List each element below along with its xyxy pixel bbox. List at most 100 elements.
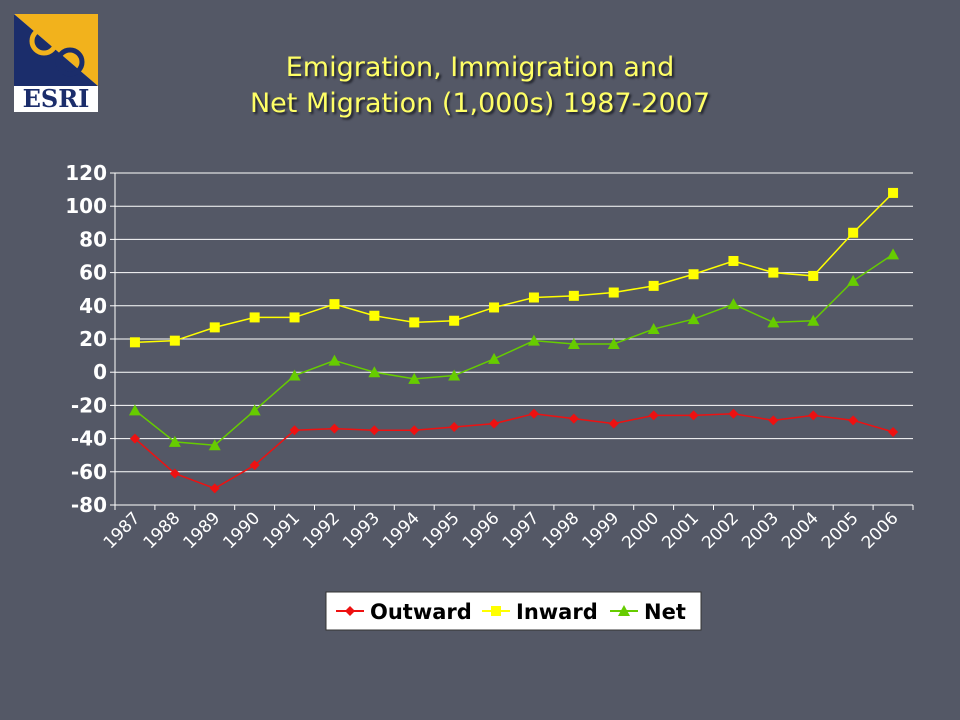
data-point-outward	[688, 410, 699, 421]
data-point-net	[208, 439, 221, 451]
y-tick-label: 60	[79, 261, 107, 285]
data-point-inward	[489, 302, 500, 313]
y-tick-label: -60	[71, 460, 107, 484]
data-point-outward	[369, 425, 380, 436]
series-line-inward	[134, 192, 894, 344]
legend-marker-inward	[491, 606, 501, 616]
data-point-inward	[888, 187, 899, 198]
data-point-inward	[289, 312, 300, 323]
data-point-inward	[409, 317, 420, 328]
legend	[325, 591, 702, 631]
x-tick-label: 1995	[419, 508, 464, 553]
legend-marker-outward	[345, 606, 355, 616]
data-point-inward	[449, 315, 460, 326]
data-point-net	[248, 404, 261, 416]
x-tick-label: 1990	[219, 508, 264, 553]
x-tick-label: 1998	[539, 508, 584, 553]
data-point-outward	[249, 460, 260, 471]
data-point-outward	[848, 415, 859, 426]
series-line-outward	[134, 412, 894, 490]
esri-logo-text: ESRI	[23, 84, 90, 112]
data-point-net	[488, 352, 501, 364]
data-point-inward	[688, 269, 699, 280]
x-tick-label: 2000	[618, 508, 663, 553]
esri-logo: ESRI	[14, 14, 98, 112]
data-point-outward	[888, 426, 899, 437]
data-point-outward	[289, 425, 300, 436]
data-point-inward	[648, 280, 659, 291]
data-point-inward	[808, 270, 819, 281]
data-point-outward	[808, 410, 819, 421]
data-point-outward	[209, 483, 220, 494]
data-point-net	[567, 337, 580, 349]
data-point-inward	[329, 299, 340, 310]
y-tick-label: 100	[65, 194, 107, 218]
chart-title-line-2: Net Migration (1,000s) 1987-2007	[249, 88, 711, 119]
x-tick-label: 2006	[858, 508, 903, 553]
data-point-net	[767, 316, 780, 328]
data-point-inward	[608, 287, 619, 298]
data-point-outward	[329, 423, 340, 434]
data-point-outward	[169, 468, 180, 479]
x-tick-label: 1996	[459, 508, 504, 553]
y-tick-label: -80	[71, 493, 107, 517]
x-tick-label: 1991	[259, 508, 304, 553]
data-point-net	[847, 274, 860, 286]
data-point-net	[647, 323, 660, 335]
data-point-net	[807, 314, 820, 326]
data-point-outward	[409, 425, 420, 436]
data-point-net	[408, 372, 421, 384]
data-point-net	[527, 334, 540, 346]
x-tick-label: 2005	[818, 508, 863, 553]
x-tick-label: 1992	[299, 508, 344, 553]
data-point-outward	[768, 415, 779, 426]
data-point-net	[128, 404, 141, 416]
data-point-inward	[728, 255, 739, 266]
x-tick-label: 2003	[738, 508, 783, 553]
data-point-outward	[489, 418, 500, 429]
data-point-outward	[568, 413, 579, 424]
data-point-outward	[528, 408, 539, 419]
data-point-inward	[768, 267, 779, 278]
x-tick-label: 1994	[379, 508, 424, 553]
x-tick-label: 2002	[698, 508, 743, 553]
x-tick-label: 1997	[499, 508, 544, 553]
y-tick-label: -40	[71, 427, 107, 451]
x-tick-label: 1989	[180, 508, 225, 553]
data-point-net	[288, 369, 301, 381]
data-point-outward	[129, 433, 140, 444]
x-tick-label: 2001	[658, 508, 703, 553]
data-point-net	[687, 313, 700, 325]
data-point-net	[887, 248, 900, 260]
chart-title-line-1: Emigration, Immigration and	[285, 52, 675, 83]
y-tick-label: -20	[71, 393, 107, 417]
data-point-inward	[848, 227, 859, 238]
data-point-inward	[528, 292, 539, 303]
y-tick-label: 120	[65, 161, 107, 185]
y-tick-label: 40	[79, 294, 107, 318]
data-point-outward	[449, 421, 460, 432]
data-point-net	[368, 366, 381, 378]
data-point-inward	[209, 322, 220, 333]
data-point-outward	[608, 418, 619, 429]
data-point-inward	[369, 310, 380, 321]
data-point-outward	[728, 408, 739, 419]
data-point-net	[168, 435, 181, 447]
data-point-net	[328, 354, 341, 366]
legend-label-inward: Inward	[516, 600, 598, 624]
x-tick-label: 1988	[140, 508, 185, 553]
data-point-net	[607, 337, 620, 349]
y-tick-label: 80	[79, 227, 107, 251]
x-tick-label: 1999	[579, 508, 624, 553]
data-point-inward	[169, 335, 180, 346]
y-tick-label: 20	[79, 327, 107, 351]
legend-label-outward: Outward	[370, 600, 472, 624]
data-point-net	[727, 298, 740, 310]
data-point-inward	[129, 337, 140, 348]
legend-marker-net	[618, 605, 630, 616]
data-point-inward	[249, 312, 260, 323]
data-point-inward	[568, 290, 579, 301]
chart-title: Emigration, Immigration and Net Migratio…	[0, 50, 960, 122]
x-tick-label: 1993	[339, 508, 384, 553]
